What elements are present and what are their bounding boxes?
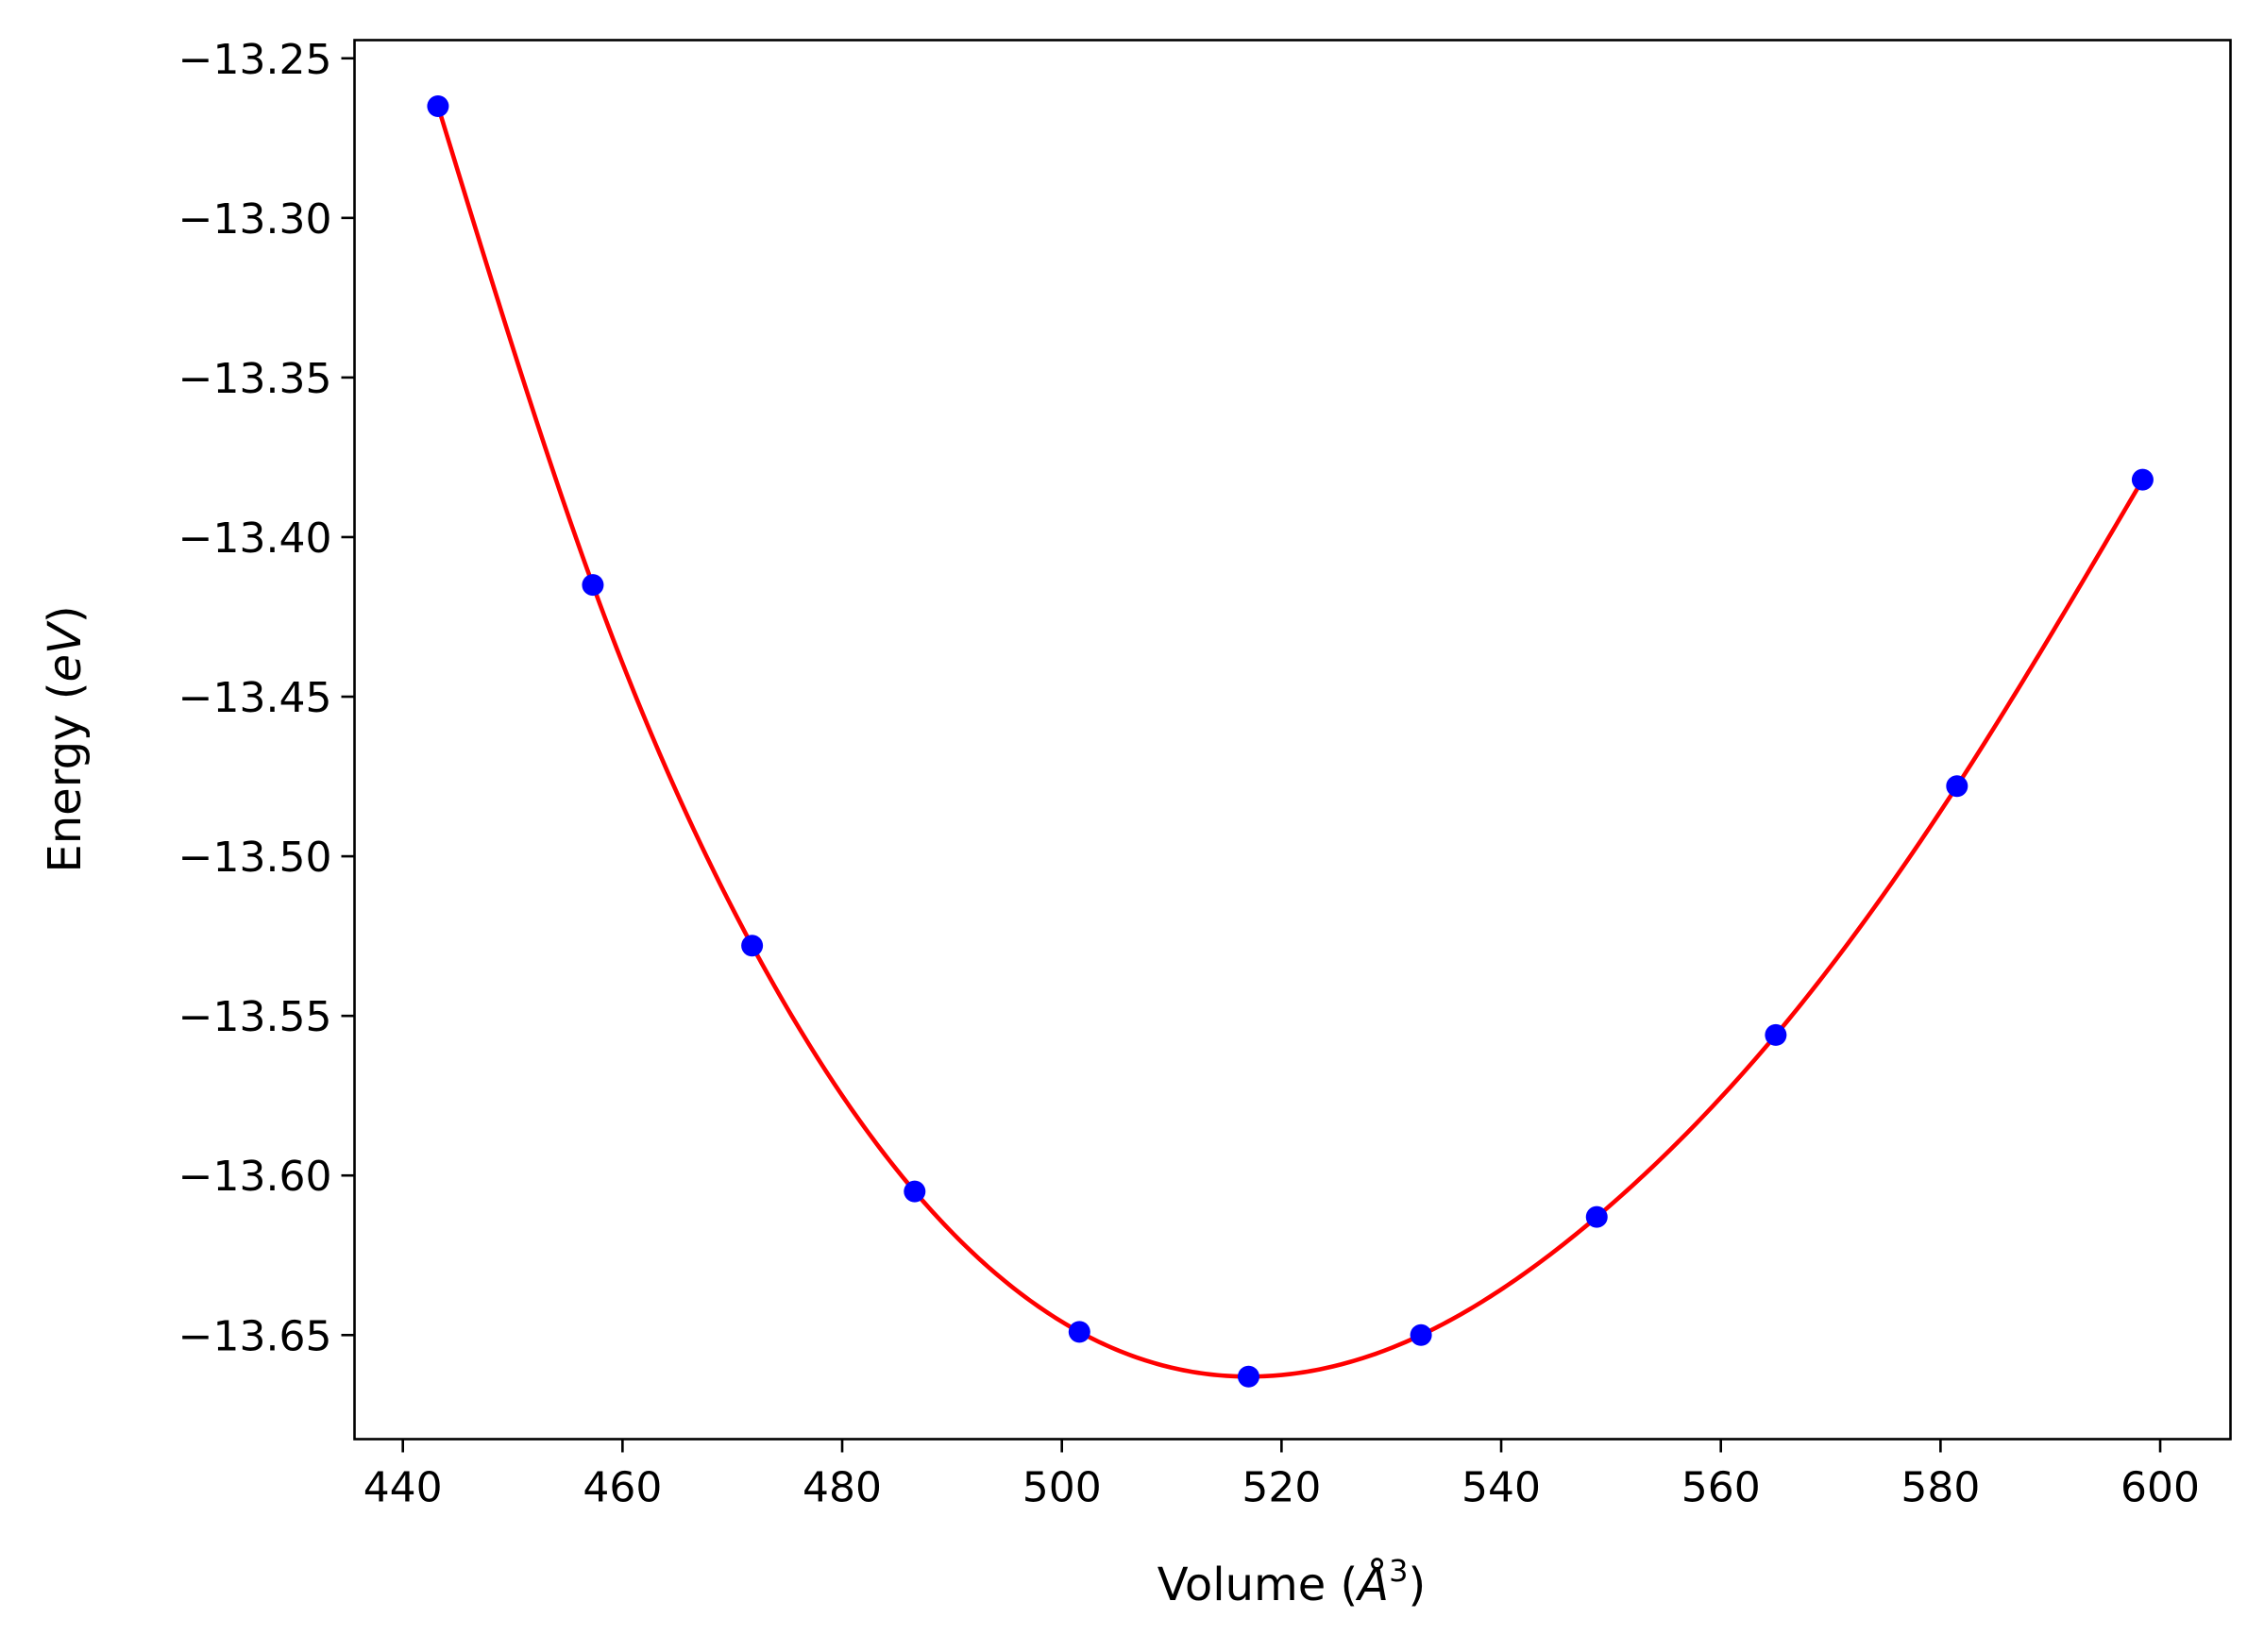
x-tick-label: 540 bbox=[1461, 1464, 1541, 1512]
x-axis-title-close: ) bbox=[1408, 1559, 1426, 1611]
y-axis-title-close: ) bbox=[39, 605, 92, 623]
x-tick-label: 500 bbox=[1022, 1464, 1102, 1512]
y-tick-label: −13.60 bbox=[178, 1153, 332, 1201]
x-axis-title: Volume (Å3) bbox=[1157, 1553, 1426, 1611]
data-point bbox=[1946, 775, 1968, 798]
data-point bbox=[427, 94, 449, 117]
fit-curve-line bbox=[435, 105, 2145, 1379]
x-tick-label: 520 bbox=[1242, 1464, 1321, 1512]
x-tick-label: 460 bbox=[583, 1464, 662, 1512]
x-tick-label: 480 bbox=[803, 1464, 882, 1512]
data-point bbox=[582, 574, 604, 597]
data-point bbox=[2131, 468, 2154, 491]
data-point bbox=[1410, 1323, 1432, 1346]
y-tick-label: −13.40 bbox=[178, 514, 332, 563]
data-point bbox=[1237, 1365, 1259, 1388]
x-axis-title-symbol: Å bbox=[1355, 1558, 1389, 1611]
y-axis-title: Energy (eV) bbox=[39, 605, 92, 872]
y-tick-label: −13.55 bbox=[178, 993, 332, 1041]
x-tick-label: 580 bbox=[1901, 1464, 1980, 1512]
x-axis-title-text: Volume ( bbox=[1157, 1559, 1359, 1611]
y-tick-label: −13.45 bbox=[178, 674, 332, 722]
data-point bbox=[1068, 1321, 1090, 1343]
y-tick-label: −13.25 bbox=[178, 36, 332, 84]
series-layer bbox=[427, 94, 2154, 1388]
y-tick-label: −13.30 bbox=[178, 195, 332, 244]
y-axis-title-text: Energy ( bbox=[39, 683, 92, 873]
x-tick-label: 440 bbox=[363, 1464, 443, 1512]
y-axis-title-unit: eV bbox=[39, 620, 92, 683]
x-tick-label: 560 bbox=[1681, 1464, 1761, 1512]
data-point bbox=[904, 1180, 926, 1203]
data-point bbox=[741, 935, 764, 957]
plot-frame bbox=[353, 39, 2232, 1441]
data-point bbox=[1765, 1023, 1787, 1046]
x-axis-ticks: 440 460 480 500 520 540 560 580 600 bbox=[363, 1439, 2200, 1512]
y-tick-label: −13.35 bbox=[178, 355, 332, 403]
y-axis-ticks: −13.25 −13.30 −13.35 −13.40 −13.45 −13.50 −13.… bbox=[178, 36, 355, 1360]
data-point bbox=[1585, 1205, 1608, 1228]
x-axis-title-exponent: 3 bbox=[1389, 1553, 1408, 1589]
y-tick-label: −13.65 bbox=[178, 1312, 332, 1360]
y-tick-label: −13.50 bbox=[178, 834, 332, 882]
x-tick-label: 600 bbox=[2120, 1464, 2200, 1512]
